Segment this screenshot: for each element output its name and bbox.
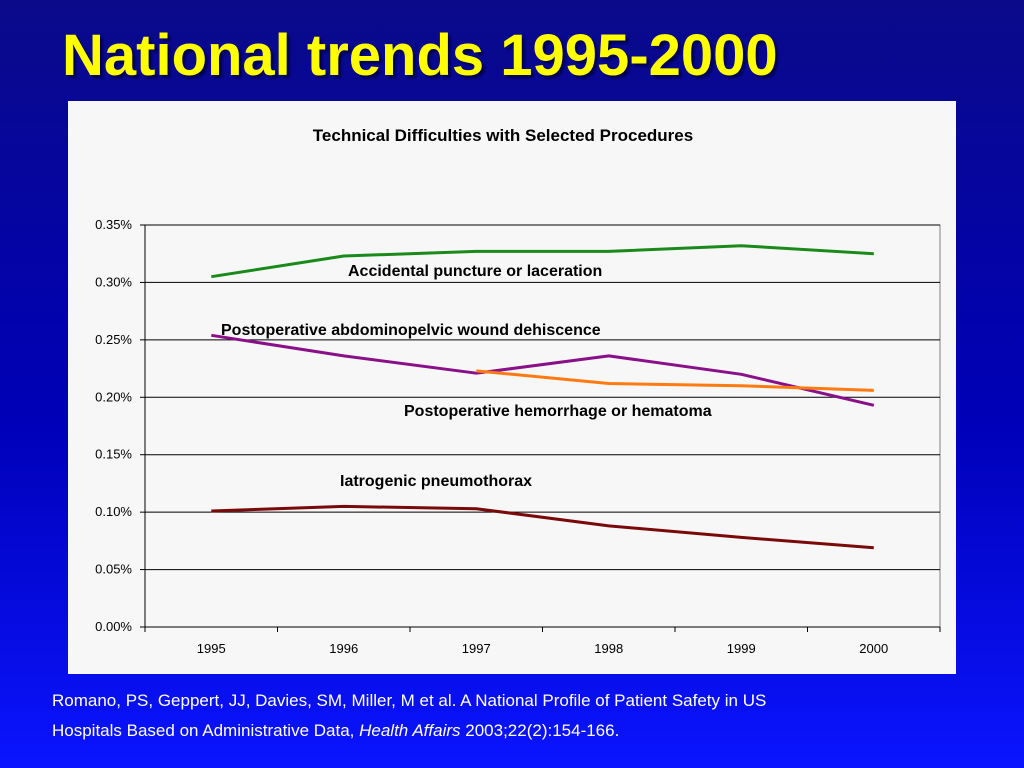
series-label: Postoperative hemorrhage or hematoma [404, 403, 712, 420]
chart-panel: Technical Difficulties with Selected Pro… [68, 101, 956, 674]
y-tick-label: 0.00% [95, 619, 132, 634]
x-tick-label: 1998 [594, 641, 623, 656]
series-lines [211, 244, 875, 550]
citation-text: Hospitals Based on Administrative Data, [52, 721, 360, 740]
citation-details: 2003;22(2):154-166. [460, 721, 620, 740]
x-tick-label: 1995 [197, 641, 226, 656]
y-tick-label: 0.25% [95, 332, 132, 347]
x-tick-label: 1999 [727, 641, 756, 656]
series-line [211, 504, 874, 550]
y-tick-label: 0.30% [95, 274, 132, 289]
y-tick-label: 0.15% [95, 447, 132, 462]
plot-area-border [144, 224, 941, 628]
x-tick-label: 1996 [329, 641, 358, 656]
citation: Romano, PS, Geppert, JJ, Davies, SM, Mil… [52, 686, 992, 746]
series-line [211, 333, 875, 407]
axes: 0.00% 0.05% 0.10% 0.15% 0.20% 0.25% 0.30% 0.35%… [95, 217, 941, 656]
line-chart: Technical Difficulties with Selected Pro… [95, 126, 941, 656]
citation-line-1: Romano, PS, Geppert, JJ, Davies, SM, Mil… [52, 691, 767, 710]
series-label: Accidental puncture or laceration [348, 263, 602, 280]
y-tick-label: 0.20% [95, 389, 132, 404]
series-label: Postoperative abdominopelvic wound dehis… [221, 322, 601, 339]
y-tick-label: 0.05% [95, 562, 132, 577]
series-labels: Accidental puncture or laceration Postope… [221, 263, 712, 490]
x-tick-label: 1997 [462, 641, 491, 656]
series-line [211, 244, 874, 279]
citation-journal: Health Affairs [359, 721, 461, 740]
series-line [476, 369, 874, 392]
x-tick-label: 2000 [859, 641, 888, 656]
series-label: Iatrogenic pneumothorax [340, 473, 532, 490]
y-tick-label: 0.10% [95, 504, 132, 519]
gridlines [144, 224, 941, 628]
citation-line-2: Hospitals Based on Administrative Data, … [52, 716, 992, 746]
y-tick-label: 0.35% [95, 217, 132, 232]
slide-title: National trends 1995-2000 [62, 23, 778, 88]
chart-title: Technical Difficulties with Selected Pro… [313, 126, 693, 145]
